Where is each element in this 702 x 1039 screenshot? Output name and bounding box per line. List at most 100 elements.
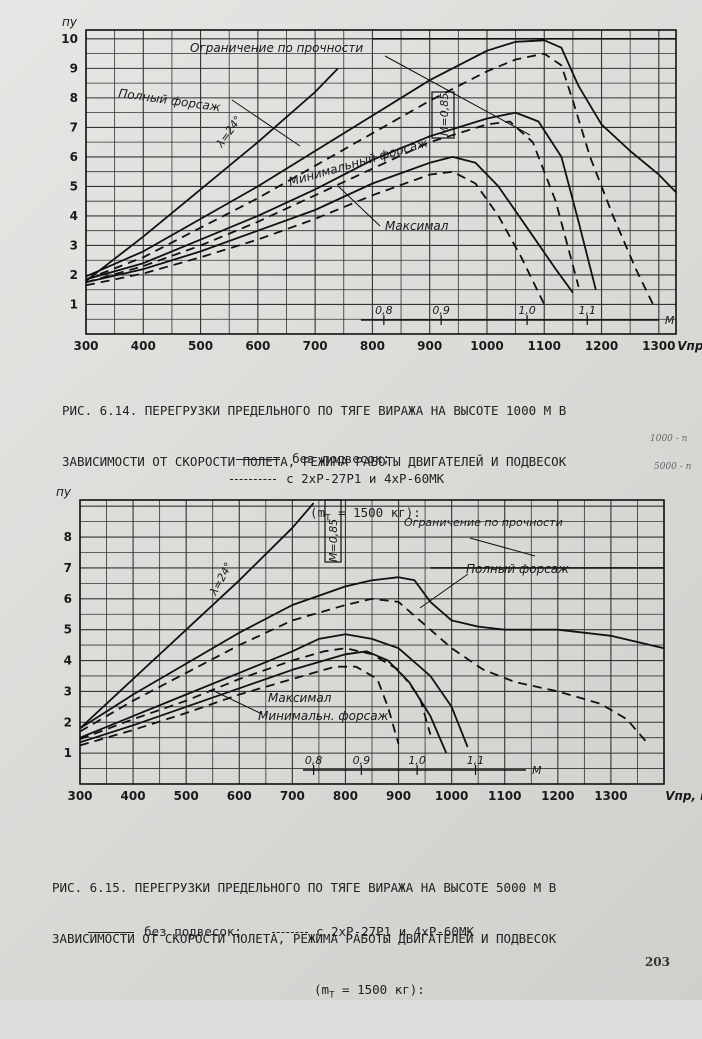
annotation-label: М=0,85 xyxy=(327,519,340,562)
caption-mass-symbol: (m xyxy=(314,982,330,997)
figure-caption-6-14: РИС. 6.14. ПЕРЕГРУЗКИ ПРЕДЕЛЬНОГО ПО ТЯГ… xyxy=(62,368,566,562)
mach-tick-label: 0,9 xyxy=(353,754,371,767)
x-tick-label: 500 xyxy=(174,789,199,803)
leader-line xyxy=(384,55,531,136)
x-tick-label: 1200 xyxy=(585,339,618,353)
mach-tick-label: 1,1 xyxy=(578,304,596,317)
caption-mass-symbol: (m xyxy=(310,505,326,520)
annotation-label: Ограничение по прочности xyxy=(190,41,363,55)
series-lines xyxy=(79,502,665,754)
annotation-label: Максимал xyxy=(268,691,332,705)
leader-line xyxy=(211,689,263,715)
series-line xyxy=(85,67,339,282)
mach-tick-label: 0,8 xyxy=(305,754,323,767)
series-line xyxy=(79,665,400,747)
series-line xyxy=(85,39,677,278)
y-tick-label: 3 xyxy=(70,238,78,252)
annotation-label: Полный форсаж xyxy=(466,562,569,576)
caption-line: РИС. 6.15. ПЕРЕГРУЗКИ ПРЕДЕЛЬНОГО ПО ТЯГ… xyxy=(52,880,557,895)
x-tick-label: 300 xyxy=(73,339,98,353)
mach-tick-label: 1,1 xyxy=(467,754,485,767)
y-tick-label: 7 xyxy=(64,561,72,575)
annotation-label: λ=24° xyxy=(207,560,235,598)
leader-line xyxy=(337,185,381,227)
mach-label: М xyxy=(532,764,542,777)
x-tick-label: 700 xyxy=(280,789,305,803)
mach-tick-label: 1,0 xyxy=(518,304,536,317)
caption-mass-value: = 1500 кг): xyxy=(342,982,425,997)
caption-line: ЗАВИСИМОСТИ ОТ СКОРОСТИ ПОЛЕТА, РЕЖИМА Р… xyxy=(62,454,567,469)
leader-line xyxy=(231,99,301,147)
x-tick-label: 400 xyxy=(131,339,156,353)
mach-box xyxy=(431,91,455,139)
annotations: Ограничение по прочности Полный форсаж λ=2… xyxy=(207,499,664,723)
x-tick-label: 1300 xyxy=(594,789,627,803)
x-tick-label: 1000 xyxy=(470,339,503,353)
y-tick-label: 1 xyxy=(70,297,78,311)
series-line xyxy=(85,156,574,294)
mach-tick-label: 1,0 xyxy=(408,754,426,767)
y-tick-label: 9 xyxy=(70,61,78,75)
legend-dashed-label: с 2хР-27Р1 и 4хР-60МК xyxy=(315,924,474,939)
y-tick-label: 1 xyxy=(64,746,72,760)
series-line xyxy=(79,576,665,730)
series-line xyxy=(79,502,315,730)
y-axis-label: пу xyxy=(62,15,78,29)
x-tick-label: 1300 xyxy=(642,339,675,353)
x-tick-label: 900 xyxy=(417,339,442,353)
chart-fig-6-15: 300 400 500 600 700 800 900 1000 1100 1200 1300 Vпр… xyxy=(56,485,702,803)
x-tick-label: 1200 xyxy=(541,789,574,803)
series-line xyxy=(79,650,448,754)
x-tick-label: 1000 xyxy=(435,789,468,803)
grid xyxy=(79,499,665,785)
y-tick-label: 6 xyxy=(64,592,72,606)
x-tick-label: 800 xyxy=(333,789,358,803)
grid xyxy=(85,29,677,335)
series-line xyxy=(79,633,469,748)
x-tick-label: 600 xyxy=(245,339,270,353)
x-tick-label: 500 xyxy=(188,339,213,353)
mach-tick-label: 0,8 xyxy=(375,304,393,317)
caption-line: ЗАВИСИМОСТИ ОТ СКОРОСТИ ПОЛЕТА, РЕЖИМА Р… xyxy=(52,931,557,946)
annotation-label: М=0,85 xyxy=(438,93,451,136)
annotation-label: Полный форсаж xyxy=(118,86,222,114)
caption-mass: (mT = 1500 кг): xyxy=(314,982,425,1001)
legend-dashed-label: с 2хР-27Р1 и 4хР-60МК xyxy=(286,471,445,486)
x-tick-label: 800 xyxy=(360,339,385,353)
annotation-label: Минимальн. форсаж xyxy=(258,709,389,723)
y-tick-label: 8 xyxy=(70,91,78,105)
margin-note: 5000 - п xyxy=(654,462,692,472)
plot-frame xyxy=(79,499,665,785)
x-tick-label: 300 xyxy=(67,789,92,803)
series-lines xyxy=(85,39,677,305)
x-tick-label: 700 xyxy=(303,339,328,353)
legend-dashed: с 2хР-27Р1 и 4хР-60МК xyxy=(200,456,444,501)
mach-label: М xyxy=(665,314,675,327)
series-line xyxy=(85,52,654,305)
y-tick-label: 3 xyxy=(64,684,72,698)
annotation-label: Максимал xyxy=(385,219,449,233)
page-number: 203 xyxy=(644,955,670,969)
x-axis-label: Vпр, км/ч xyxy=(677,339,702,353)
leader-line xyxy=(419,573,469,609)
mach-tick-label: 0,9 xyxy=(432,304,450,317)
tick-labels: 300 400 500 600 700 800 900 1000 1100 1200 1300Vпр… xyxy=(61,15,702,353)
y-tick-label: 4 xyxy=(64,654,72,668)
series-line xyxy=(79,597,649,745)
x-tick-label: 1100 xyxy=(528,339,561,353)
series-line xyxy=(85,170,546,305)
mach-box xyxy=(324,499,342,563)
leader-line xyxy=(469,537,536,557)
y-tick-label: 10 xyxy=(61,32,78,46)
y-tick-label: 4 xyxy=(70,209,78,223)
x-tick-label: 1100 xyxy=(488,789,521,803)
y-tick-label: 6 xyxy=(70,150,78,164)
y-tick-label: 8 xyxy=(64,530,72,544)
y-tick-label: 5 xyxy=(64,623,72,637)
series-line xyxy=(85,120,580,288)
x-tick-label: 400 xyxy=(121,789,146,803)
x-axis-label: Vпр, км/ч xyxy=(665,789,702,803)
caption-line: РИС. 6.14. ПЕРЕГРУЗКИ ПРЕДЕЛЬНОГО ПО ТЯГ… xyxy=(62,403,567,418)
x-tick-label: 600 xyxy=(227,789,252,803)
